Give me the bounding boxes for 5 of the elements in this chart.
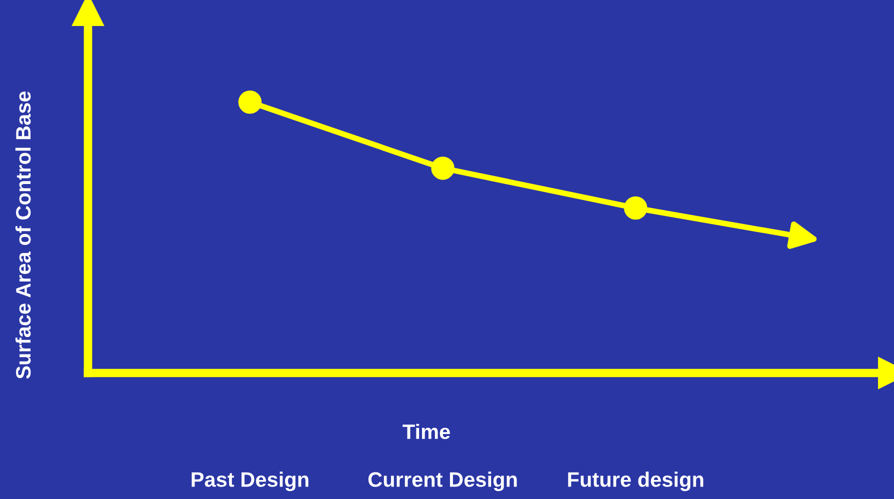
x-axis-title: Time [402, 424, 450, 440]
x-tick-label: Future design [568, 472, 704, 492]
x-tick-label: Past Design [192, 472, 308, 492]
x-tick-label: Current Design [368, 472, 517, 492]
y-axis-title: Surface Area of Control Base [15, 91, 31, 379]
